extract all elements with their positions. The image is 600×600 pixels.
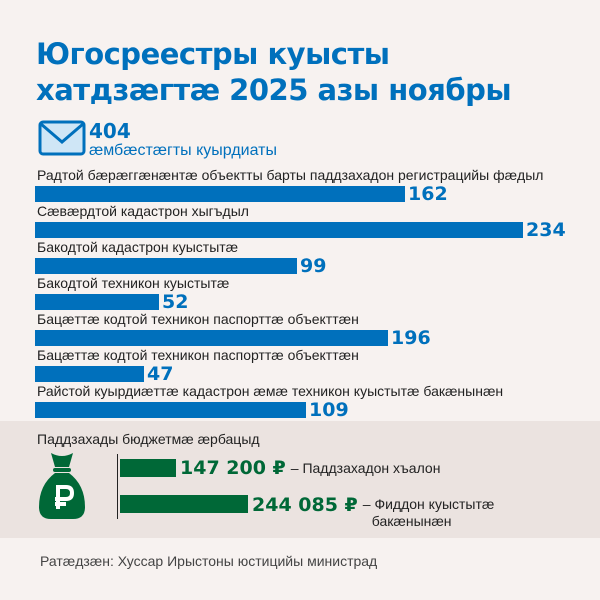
bar [35,402,306,418]
bar-row: Райстой куырдиæттæ кадастрон æмæ технико… [35,383,595,421]
bar [35,186,405,202]
budget-row: 244 085 ₽ – Фиддон куыстытæ бакæнынæн [120,494,494,530]
bar-value: 196 [391,327,431,349]
bar [35,294,159,310]
bar-row: Радтой бæрæггæнæнтæ объектты барты паддз… [35,167,595,205]
bar-value: 162 [408,183,448,205]
total-requests: 404 æмбæстæгты куырдиаты [38,120,277,160]
page-title: Югосреестры куысты хатдзæгтæ 2025 азы но… [36,36,512,108]
title-line-2: хатдзæгтæ 2025 азы ноябры [36,73,512,107]
total-value: 404 [89,119,131,143]
total-label: æмбæстæгты куырдиаты [89,142,277,159]
bar [35,222,523,238]
budget-bar [120,459,176,477]
budget-label: – Фиддон куыстытæ [362,496,495,512]
divider [117,454,118,519]
bar-label: Сæвæрдтой кадастрон хыгъдыл [37,203,249,219]
bar-value: 109 [309,399,349,421]
bar-label: Бацæттæ кодтой техникон паспорттæ объект… [37,311,359,327]
bar-value: 234 [526,219,566,241]
bar-row: Бакодтой техникон куыстытæ 52 [35,275,595,313]
budget-bar [120,495,248,513]
bar-value: 52 [162,291,189,313]
money-bag-ruble-icon [39,453,85,519]
budget-label-cont: бакæнынæн [371,513,452,529]
bar-row: Сæвæрдтой кадастрон хыгъдыл 234 [35,203,595,241]
budget-value: 244 085 ₽ [252,494,358,516]
bar-row: Бацæттæ кодтой техникон паспорттæ объект… [35,311,595,349]
bar-label: Бакодтой кадастрон куыстытæ [37,239,239,255]
bar-label: Бацæттæ кодтой техникон паспорттæ объект… [37,347,359,363]
budget-row: 147 200 ₽ – Паддзахадон хъалон [120,457,440,479]
bar [35,258,297,274]
budget-panel: Паддзахады бюджетмæ æрбацыд 147 200 ₽ – … [0,421,600,538]
bar-label: Бакодтой техникон куыстытæ [37,275,230,291]
budget-label: – Паддзахадон хъалон [290,459,441,476]
bar-value: 47 [147,363,174,385]
source-note: Ратæдзæн: Хуссар Ирыстоны юстицийы минис… [40,553,378,569]
budget-title: Паддзахады бюджетмæ æрбацыд [37,431,260,447]
bar [35,366,144,382]
bar-row: Бакодтой кадастрон куыстытæ 99 [35,239,595,277]
budget-value: 147 200 ₽ [180,457,286,479]
title-line-1: Югосреестры куысты [36,37,390,71]
bar [35,330,388,346]
bar-label: Райстой куырдиæттæ кадастрон æмæ технико… [37,383,504,399]
envelope-icon [38,120,86,156]
bar-value: 99 [300,255,327,277]
bar-row: Бацæттæ кодтой техникон паспорттæ объект… [35,347,595,385]
bar-label: Радтой бæрæггæнæнтæ объектты барты паддз… [37,167,544,183]
